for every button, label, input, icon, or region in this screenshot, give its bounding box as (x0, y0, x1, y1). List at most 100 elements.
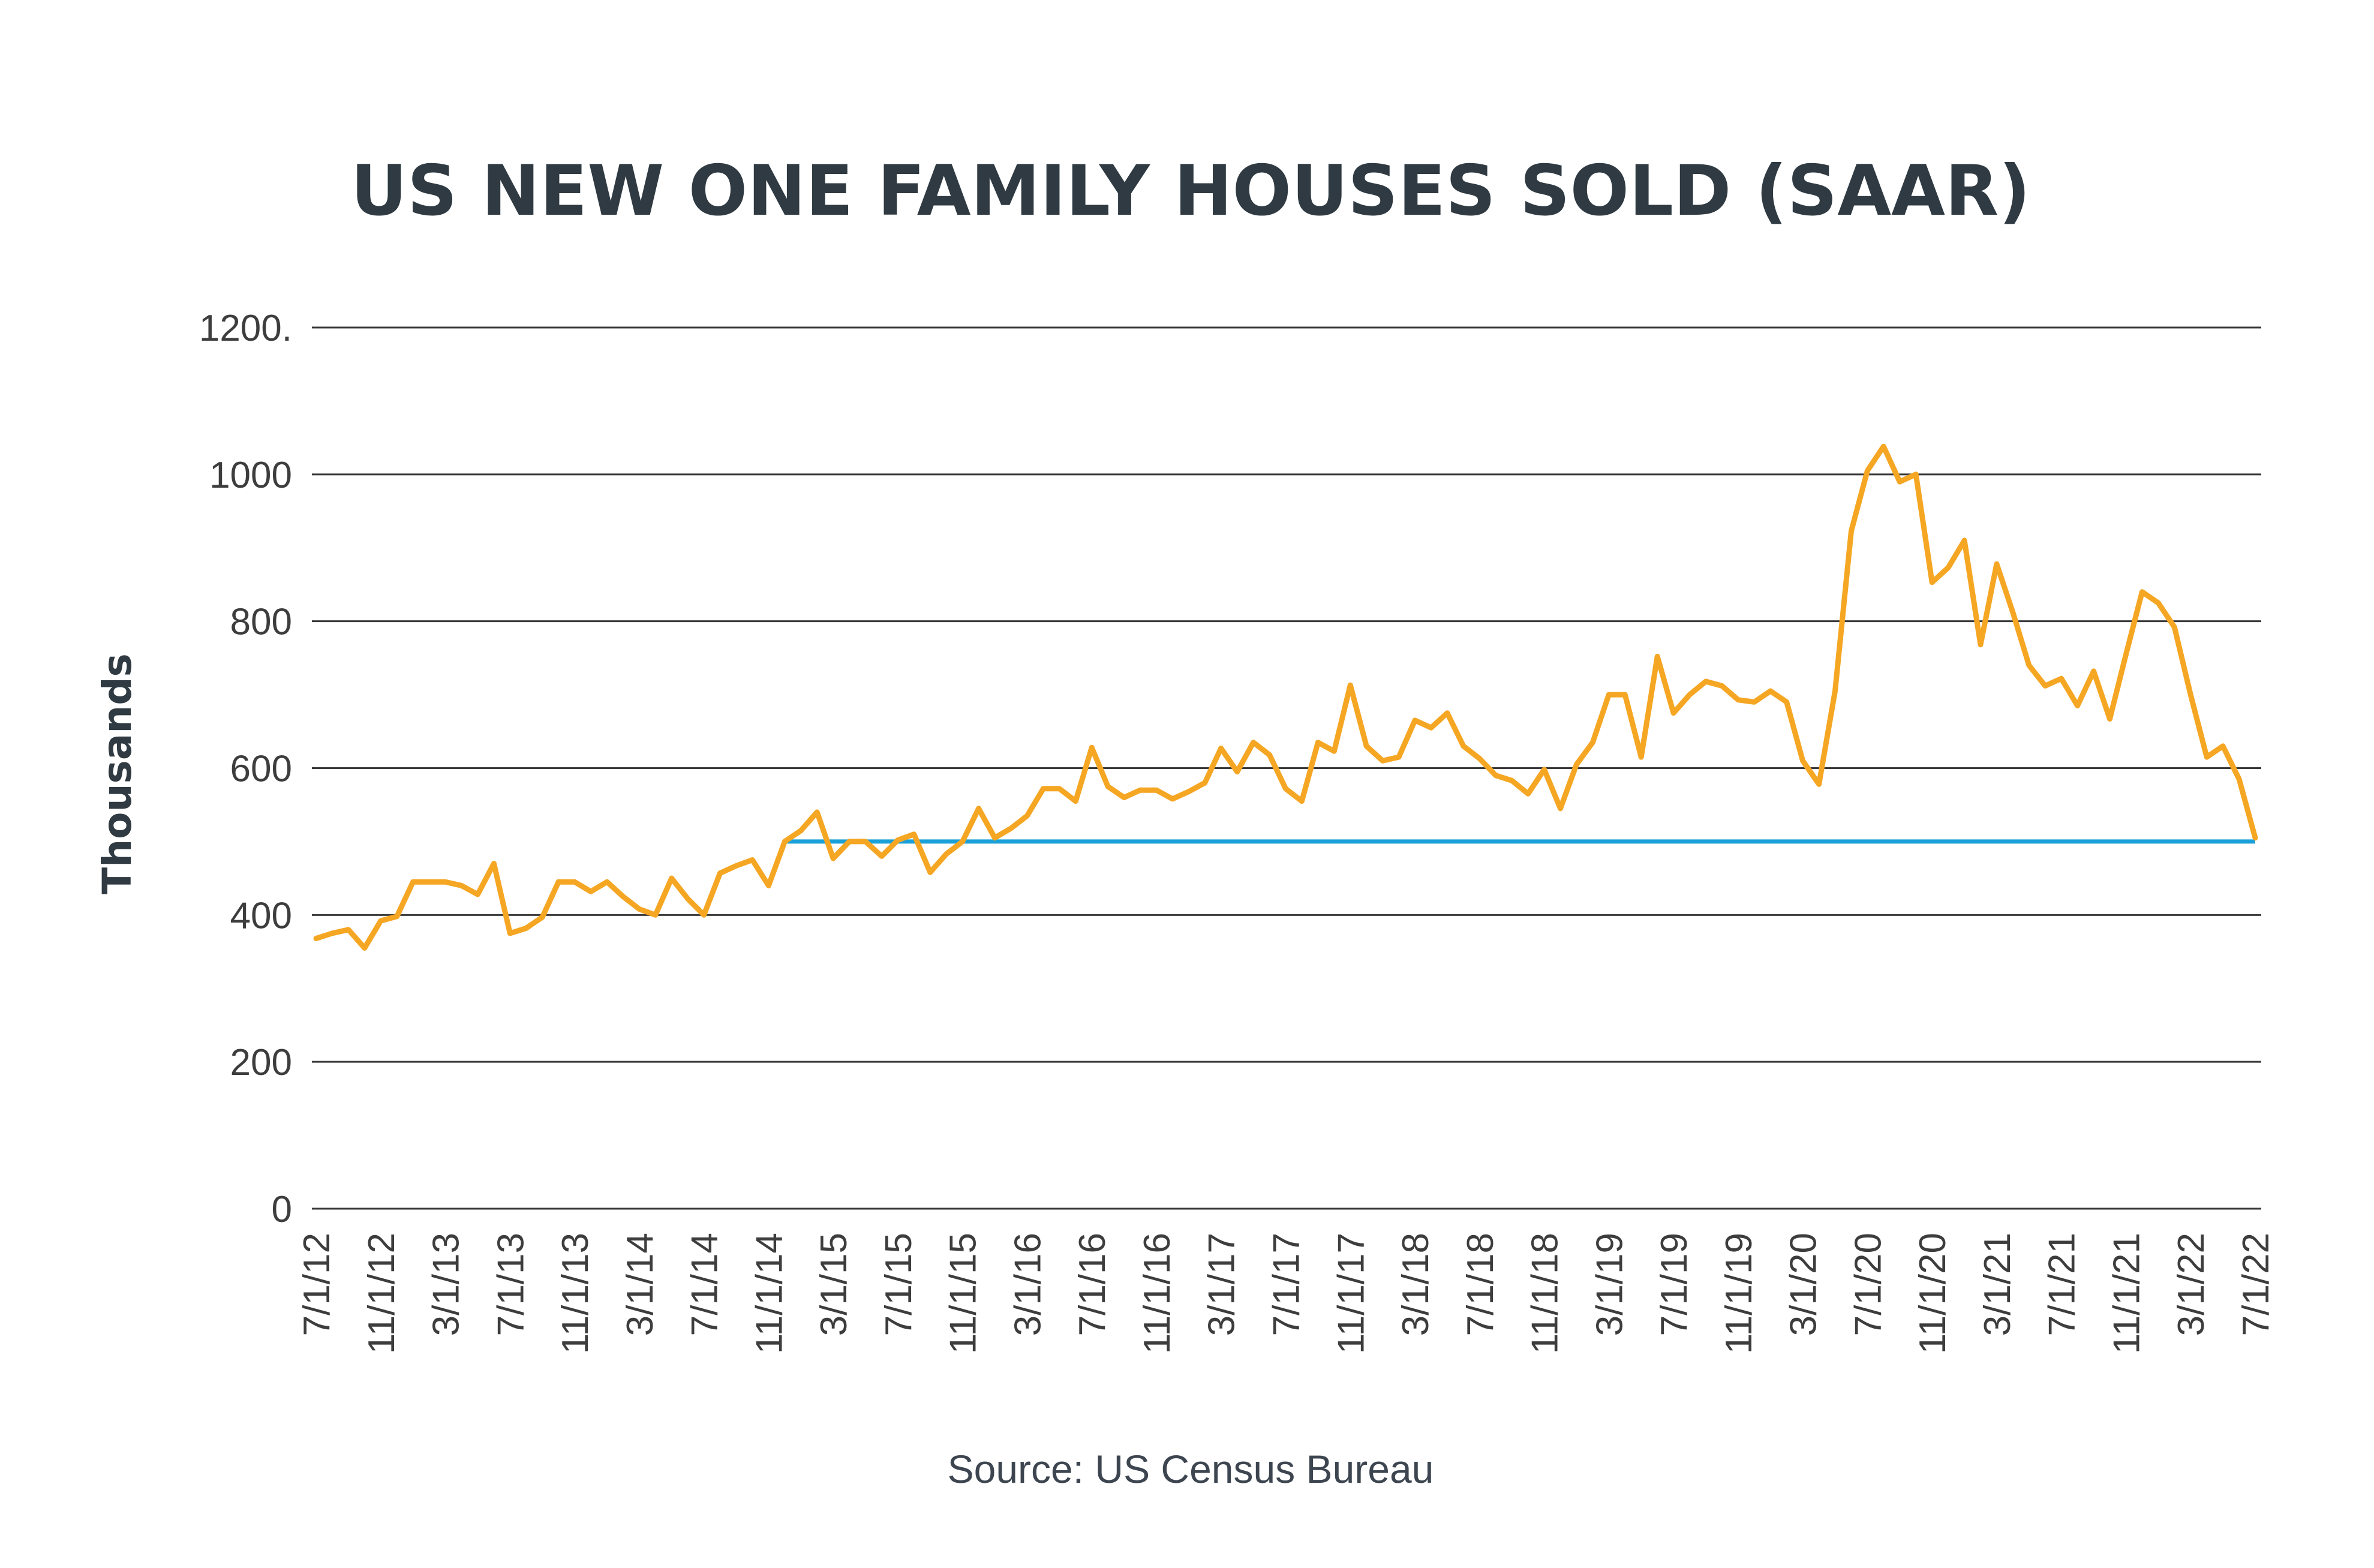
data-point (2093, 670, 2095, 672)
data-point (606, 881, 608, 883)
data-point (1656, 655, 1658, 657)
x-tick-label: 3/1/19 (1589, 1233, 1630, 1336)
data-point (1705, 680, 1707, 683)
data-point (1123, 796, 1125, 798)
data-point (1591, 741, 1594, 744)
data-point (1753, 701, 1756, 703)
data-point (1915, 473, 1917, 476)
data-point (1446, 712, 1449, 714)
data-point (994, 837, 996, 839)
data-point (1688, 693, 1691, 696)
x-tick-label: 7/1/20 (1847, 1233, 1889, 1336)
data-point (1559, 807, 1562, 810)
data-point (380, 920, 382, 922)
data-point (2189, 693, 2192, 696)
data-point (816, 811, 818, 813)
data-point (1462, 745, 1465, 747)
x-tick-label: 3/1/16 (1007, 1233, 1048, 1336)
data-point (848, 840, 851, 843)
x-tick-label: 3/1/13 (426, 1233, 467, 1336)
data-point (978, 807, 980, 810)
data-point (509, 932, 511, 935)
data-point (1365, 745, 1368, 747)
data-point (783, 840, 786, 843)
source-note: Source: US Census Bureau (948, 1447, 1434, 1491)
x-tick-label: 3/1/17 (1201, 1233, 1243, 1336)
data-point (1672, 712, 1675, 714)
series-layer (313, 443, 2258, 951)
data-point (961, 840, 964, 843)
data-point (1979, 644, 1982, 646)
data-point (735, 864, 737, 867)
data-point (1300, 800, 1303, 803)
data-point (1317, 741, 1319, 744)
data-point (1220, 747, 1222, 749)
x-tick-label: 11/1/18 (1525, 1233, 1566, 1354)
data-point (719, 872, 722, 875)
data-point (1882, 445, 1885, 447)
data-point (800, 830, 802, 832)
y-tick-label: 1200. (199, 308, 292, 349)
sales-series-line (313, 443, 2258, 951)
x-tick-label: 7/1/16 (1072, 1233, 1113, 1336)
data-point (541, 916, 543, 918)
data-point (2124, 653, 2127, 656)
x-tick-label: 3/1/15 (813, 1233, 855, 1336)
data-point (832, 857, 834, 860)
y-tick-label: 1000 (209, 455, 292, 496)
data-point (2060, 677, 2063, 680)
data-point (1236, 771, 1239, 773)
data-point (2141, 591, 2143, 593)
data-point (2238, 778, 2240, 780)
data-point (2012, 611, 2014, 614)
data-point (622, 896, 624, 898)
data-point (1090, 746, 1093, 749)
data-point (1834, 690, 1837, 692)
data-point (638, 908, 641, 911)
y-axis-label: Thousands (94, 653, 140, 894)
data-point (2044, 684, 2047, 687)
data-point (1737, 699, 1739, 701)
data-point (945, 853, 948, 855)
data-point (1042, 788, 1044, 790)
data-point (1074, 800, 1077, 803)
x-axis-ticks: 7/1/12 11/1/12 3/1/13 7/1/13 11/1/13 3/1/14 7/… (296, 1233, 2277, 1354)
data-point (1188, 791, 1190, 793)
y-tick-label: 800 (230, 602, 292, 643)
x-tick-label: 3/1/22 (2171, 1233, 2212, 1336)
data-point (590, 890, 592, 893)
grid-layer (312, 326, 2261, 1210)
data-point (864, 840, 867, 843)
x-tick-label: 7/1/21 (2042, 1233, 2083, 1336)
data-point (1171, 798, 1174, 800)
data-point (2222, 745, 2224, 747)
data-point (1818, 783, 1820, 785)
data-point (1575, 763, 1577, 765)
data-point (315, 938, 317, 940)
x-tick-label: 11/1/13 (555, 1233, 596, 1354)
data-point (1866, 470, 1868, 472)
y-tick-label: 600 (230, 749, 292, 790)
data-point (525, 927, 527, 929)
x-tick-label: 11/1/21 (2106, 1233, 2147, 1354)
data-point (767, 884, 770, 887)
data-point (654, 914, 657, 916)
data-point (428, 881, 431, 883)
data-point (1430, 726, 1432, 729)
x-tick-label: 11/1/17 (1330, 1233, 1372, 1354)
y-tick-label: 200 (230, 1042, 292, 1083)
x-tick-label: 7/1/15 (878, 1233, 919, 1336)
x-tick-label: 7/1/22 (2235, 1233, 2277, 1336)
data-point (347, 929, 350, 931)
data-point (1624, 693, 1626, 696)
data-point (1963, 539, 1966, 542)
data-point (2028, 664, 2030, 666)
data-point (1850, 530, 1852, 532)
data-point (2157, 602, 2159, 604)
data-point (1511, 779, 1513, 782)
x-tick-label: 11/1/12 (361, 1233, 402, 1354)
chart-title: US NEW ONE FAMILY HOUSES SOLD (SAAR) (351, 151, 2030, 232)
data-point (913, 833, 915, 836)
data-point (1333, 750, 1335, 752)
